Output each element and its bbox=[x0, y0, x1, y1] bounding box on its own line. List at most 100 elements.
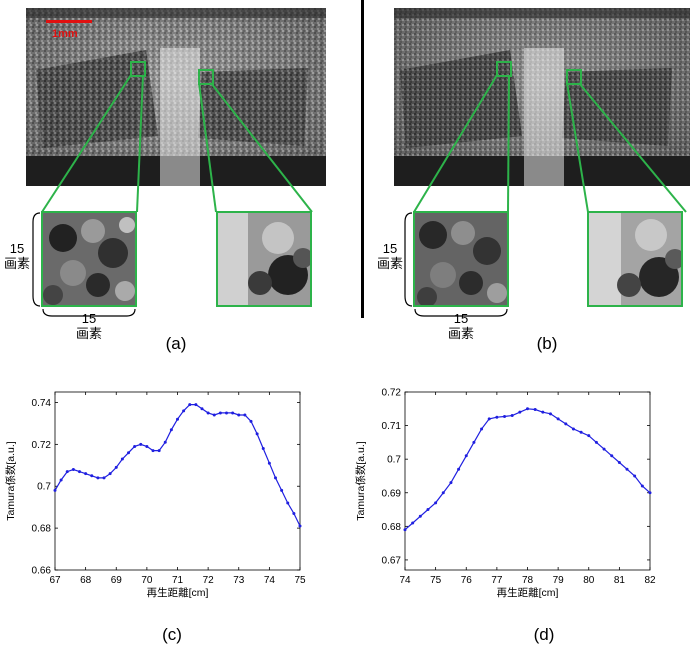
panel-label-a: (a) bbox=[165, 334, 187, 353]
zoom-patch-right-b bbox=[587, 211, 683, 307]
y-tick-label: 0.68 bbox=[32, 524, 52, 535]
data-point bbox=[464, 454, 468, 458]
x-tick-label: 75 bbox=[430, 575, 442, 586]
zoom-patch-left-a bbox=[41, 211, 137, 307]
x-tick-label: 76 bbox=[461, 575, 473, 586]
roi-box-left bbox=[130, 61, 146, 77]
data-point bbox=[176, 417, 179, 421]
data-point bbox=[298, 524, 302, 528]
data-point bbox=[441, 491, 445, 495]
pixel-count-horizontal-a: 15 画素 bbox=[75, 311, 102, 341]
roi-box-right bbox=[566, 69, 582, 85]
data-point bbox=[571, 427, 575, 431]
data-point bbox=[411, 521, 415, 525]
data-point bbox=[556, 417, 560, 421]
data-point bbox=[403, 528, 407, 532]
data-point bbox=[65, 470, 69, 474]
data-point bbox=[127, 451, 130, 455]
data-point bbox=[120, 457, 124, 461]
data-point bbox=[90, 474, 94, 478]
x-tick-label: 74 bbox=[399, 575, 411, 586]
x-tick-label: 80 bbox=[583, 575, 595, 586]
x-tick-label: 81 bbox=[614, 575, 626, 586]
data-point bbox=[625, 467, 629, 471]
data-point bbox=[640, 484, 644, 488]
data-point bbox=[182, 409, 186, 413]
data-point bbox=[510, 414, 514, 418]
y-tick-label: 0.68 bbox=[382, 522, 402, 533]
y-tick-label: 0.74 bbox=[32, 398, 52, 409]
data-point bbox=[579, 430, 583, 434]
data-point bbox=[237, 413, 241, 417]
data-point bbox=[261, 447, 265, 451]
data-point bbox=[145, 444, 149, 448]
data-point bbox=[231, 411, 235, 415]
data-point bbox=[53, 488, 57, 492]
x-tick-label: 67 bbox=[49, 575, 61, 586]
roi-box-right bbox=[198, 69, 214, 85]
x-tick-label: 73 bbox=[233, 575, 245, 586]
data-point bbox=[133, 444, 137, 448]
y-tick-label: 0.72 bbox=[32, 440, 52, 451]
data-point bbox=[84, 472, 88, 476]
pixel-brackets-b bbox=[404, 212, 508, 317]
data-point bbox=[78, 470, 81, 474]
y-tick-label: 0.67 bbox=[382, 555, 402, 566]
data-point bbox=[96, 476, 100, 480]
data-point bbox=[243, 413, 247, 417]
data-point bbox=[163, 440, 167, 444]
x-tick-label: 72 bbox=[203, 575, 215, 586]
data-point bbox=[457, 467, 461, 471]
data-point bbox=[169, 428, 173, 432]
data-point bbox=[449, 481, 453, 485]
data-point bbox=[434, 501, 438, 505]
data-point bbox=[548, 412, 552, 416]
data-point bbox=[480, 427, 484, 431]
chart-c: 67 68 69 70 71 72 73 74 75 0.66 0.68 0.7 0.72 0.74 再生距… bbox=[4, 391, 306, 599]
data-point bbox=[426, 508, 430, 512]
pixel-count-horizontal-b: 15 画素 bbox=[447, 311, 474, 341]
data-point bbox=[114, 465, 118, 469]
x-axis-label: 再生距離[cm] bbox=[147, 586, 209, 599]
data-point bbox=[602, 447, 606, 451]
y-axis-label: Tamura係数[a.u.] bbox=[4, 441, 17, 520]
data-point bbox=[610, 454, 614, 458]
pixel-brackets-a bbox=[32, 212, 136, 317]
y-tick-label: 0.71 bbox=[382, 421, 402, 432]
data-point bbox=[255, 432, 259, 436]
data-point bbox=[188, 403, 192, 407]
data-point bbox=[108, 472, 112, 476]
panel-divider bbox=[361, 0, 364, 318]
x-tick-label: 82 bbox=[644, 575, 656, 586]
data-point bbox=[267, 461, 271, 465]
x-tick-label: 78 bbox=[522, 575, 534, 586]
data-point bbox=[280, 488, 284, 492]
zoom-patch-right-a bbox=[216, 211, 312, 307]
panel-label-d: (d) bbox=[533, 625, 555, 644]
data-point bbox=[249, 419, 253, 423]
chart-d: 74 75 76 77 78 79 80 81 82 0.67 0.68 0.69 0.7 0.71 0.7… bbox=[354, 388, 656, 600]
pixel-count-vertical-b: 15 画素 bbox=[376, 241, 403, 271]
x-tick-label: 77 bbox=[491, 575, 503, 586]
y-tick-label: 0.7 bbox=[387, 455, 401, 466]
x-tick-label: 71 bbox=[172, 575, 184, 586]
y-axis-label: Tamura係数[a.u.] bbox=[354, 441, 367, 520]
data-point bbox=[564, 422, 568, 426]
panel-label-c: (c) bbox=[162, 625, 182, 644]
x-tick-label: 74 bbox=[264, 575, 276, 586]
panel-label-b: (b) bbox=[536, 334, 558, 353]
data-point bbox=[71, 467, 75, 471]
x-axis-label: 再生距離[cm] bbox=[497, 586, 559, 599]
scalebar bbox=[46, 20, 92, 23]
data-point bbox=[633, 474, 637, 478]
data-point bbox=[292, 511, 296, 515]
data-point bbox=[194, 403, 198, 407]
x-tick-label: 69 bbox=[111, 575, 123, 586]
x-tick-label: 79 bbox=[553, 575, 565, 586]
x-tick-label: 75 bbox=[294, 575, 306, 586]
data-point bbox=[648, 491, 652, 495]
hologram-image-a bbox=[26, 8, 326, 186]
data-point bbox=[587, 434, 591, 438]
scalebar-label: 1mm bbox=[52, 28, 78, 40]
x-tick-label: 68 bbox=[80, 575, 92, 586]
